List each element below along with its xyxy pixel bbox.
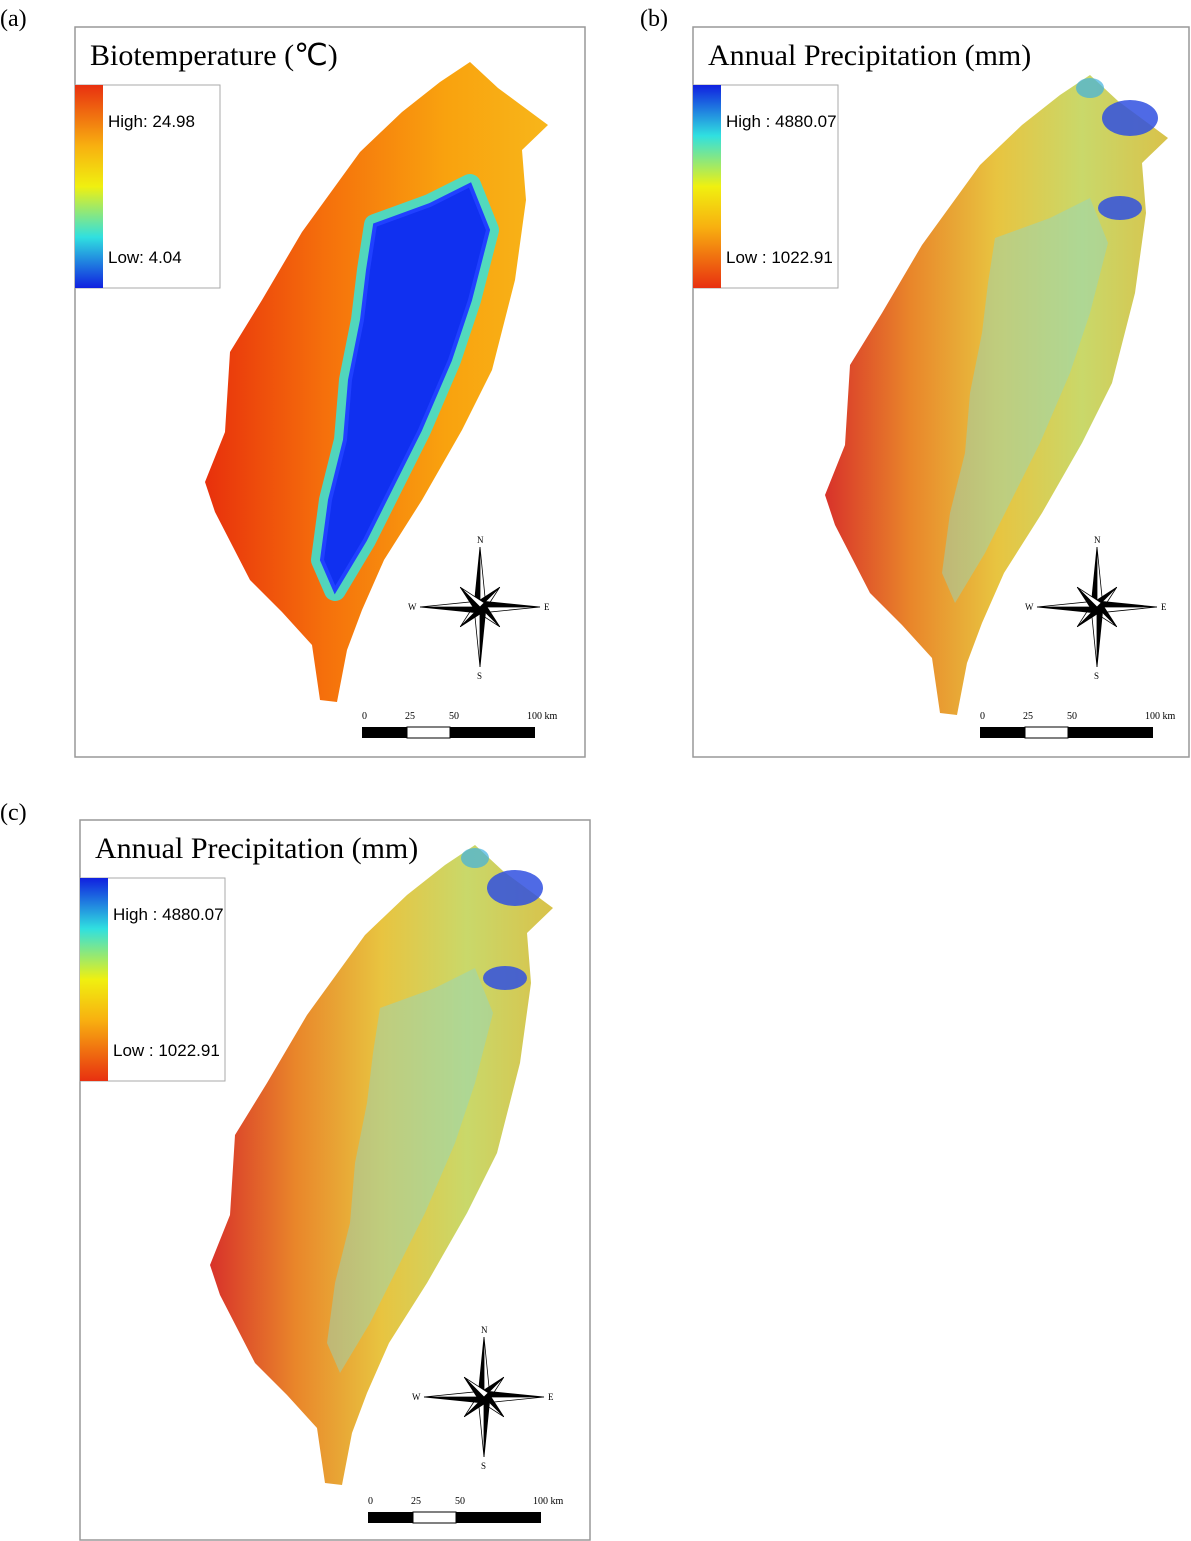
panel-label: (a) xyxy=(0,6,27,32)
scale-seg xyxy=(1068,727,1153,738)
scale-label: 50 xyxy=(1067,711,1077,722)
scale-label: 0 xyxy=(368,1496,373,1507)
map-title: Biotemperature (℃) xyxy=(90,39,338,72)
scale-label: 50 xyxy=(449,711,459,722)
legend-colorbar xyxy=(693,85,721,288)
scale-label: 100 km xyxy=(527,711,558,722)
legend-low: Low : 1022.91 xyxy=(113,1041,220,1060)
figure: (a) Biotemperature (℃) High: 24.98 Low: 4.0… xyxy=(0,0,1191,1541)
wet-zone xyxy=(1076,78,1104,98)
wet-zone xyxy=(487,870,543,906)
compass-s: S xyxy=(477,671,482,681)
legend-low: Low: 4.04 xyxy=(108,248,182,267)
scale-seg xyxy=(450,727,535,738)
compass-w: W xyxy=(1025,602,1034,612)
compass-n: N xyxy=(481,1325,488,1335)
compass-n: N xyxy=(477,535,484,545)
wet-zone xyxy=(461,848,489,868)
map-title: Annual Precipitation (mm) xyxy=(95,832,418,865)
scale-label: 50 xyxy=(455,1496,465,1507)
compass-s: S xyxy=(481,1461,486,1471)
map-panel: (a) Biotemperature (℃) High: 24.98 Low: 4.0… xyxy=(0,6,585,757)
panel-label: (c) xyxy=(0,800,27,826)
scale-seg xyxy=(368,1512,413,1523)
scale-label: 100 km xyxy=(1145,711,1176,722)
scale-label: 0 xyxy=(980,711,985,722)
scale-seg xyxy=(362,727,407,738)
legend-colorbar xyxy=(80,878,108,1081)
legend-high: High: 24.98 xyxy=(108,112,195,131)
wet-zone xyxy=(1102,100,1158,136)
scale-seg xyxy=(980,727,1025,738)
compass-n: N xyxy=(1094,535,1101,545)
scale-seg xyxy=(1025,727,1068,738)
scale-label: 25 xyxy=(405,711,415,722)
scale-seg xyxy=(456,1512,541,1523)
scale-label: 0 xyxy=(362,711,367,722)
compass-w: W xyxy=(412,1392,421,1402)
scale-label: 100 km xyxy=(533,1496,564,1507)
compass-s: S xyxy=(1094,671,1099,681)
compass-e: E xyxy=(1161,602,1167,612)
compass-e: E xyxy=(548,1392,554,1402)
scale-label: 25 xyxy=(411,1496,421,1507)
legend-high: High : 4880.07 xyxy=(113,905,224,924)
map-title: Annual Precipitation (mm) xyxy=(708,39,1031,72)
map-panel: (c) Annual Precipitation (mm) High : 4880.… xyxy=(0,800,590,1540)
wet-zone xyxy=(1098,196,1142,220)
panels: (a) Biotemperature (℃) High: 24.98 Low: 4.0… xyxy=(0,6,1189,1540)
legend-low: Low : 1022.91 xyxy=(726,248,833,267)
compass-e: E xyxy=(544,602,550,612)
panel-label: (b) xyxy=(640,6,668,32)
scale-seg xyxy=(407,727,450,738)
scale-label: 25 xyxy=(1023,711,1033,722)
legend-colorbar xyxy=(75,85,103,288)
wet-zone xyxy=(483,966,527,990)
map-panel: (b) Annual Precipitation (mm) High : 4880.… xyxy=(640,6,1189,757)
legend-high: High : 4880.07 xyxy=(726,112,837,131)
scale-seg xyxy=(413,1512,456,1523)
compass-w: W xyxy=(408,602,417,612)
